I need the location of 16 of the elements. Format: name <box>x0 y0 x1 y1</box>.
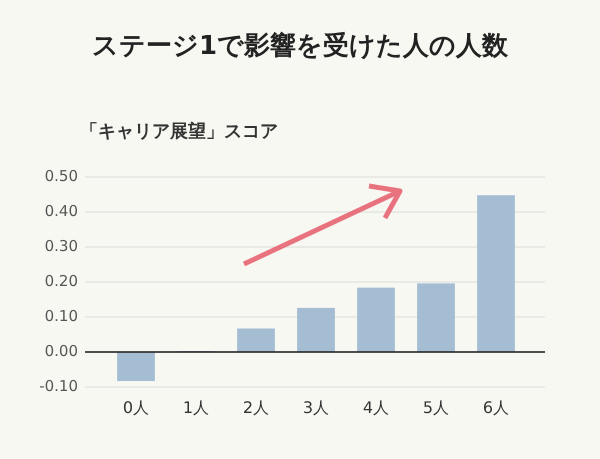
y-tick-label: 0.20 <box>44 272 78 290</box>
x-tick-label: 2人 <box>242 398 270 417</box>
y-tick-label: 0.00 <box>44 342 78 360</box>
x-tick-label: 5人 <box>422 398 450 417</box>
y-tick-label: 0.50 <box>44 166 78 185</box>
y-tick-label: 0.10 <box>44 306 78 325</box>
x-tick-label: 6人 <box>482 398 510 417</box>
y-tick-label: 0.40 <box>44 202 78 220</box>
x-tick-label: 1人 <box>182 398 210 417</box>
x-tick-label: 3人 <box>302 398 330 417</box>
y-tick-label: -0.10 <box>39 376 78 395</box>
x-tick-label: 4人 <box>362 398 390 417</box>
y-axis-title: 「キャリア展望」スコア <box>80 120 278 144</box>
x-tick-label: 0人 <box>122 398 150 417</box>
chart-title: ステージ1で影響を受けた人の人数 <box>90 30 510 63</box>
y-tick-label: 0.30 <box>44 236 78 255</box>
